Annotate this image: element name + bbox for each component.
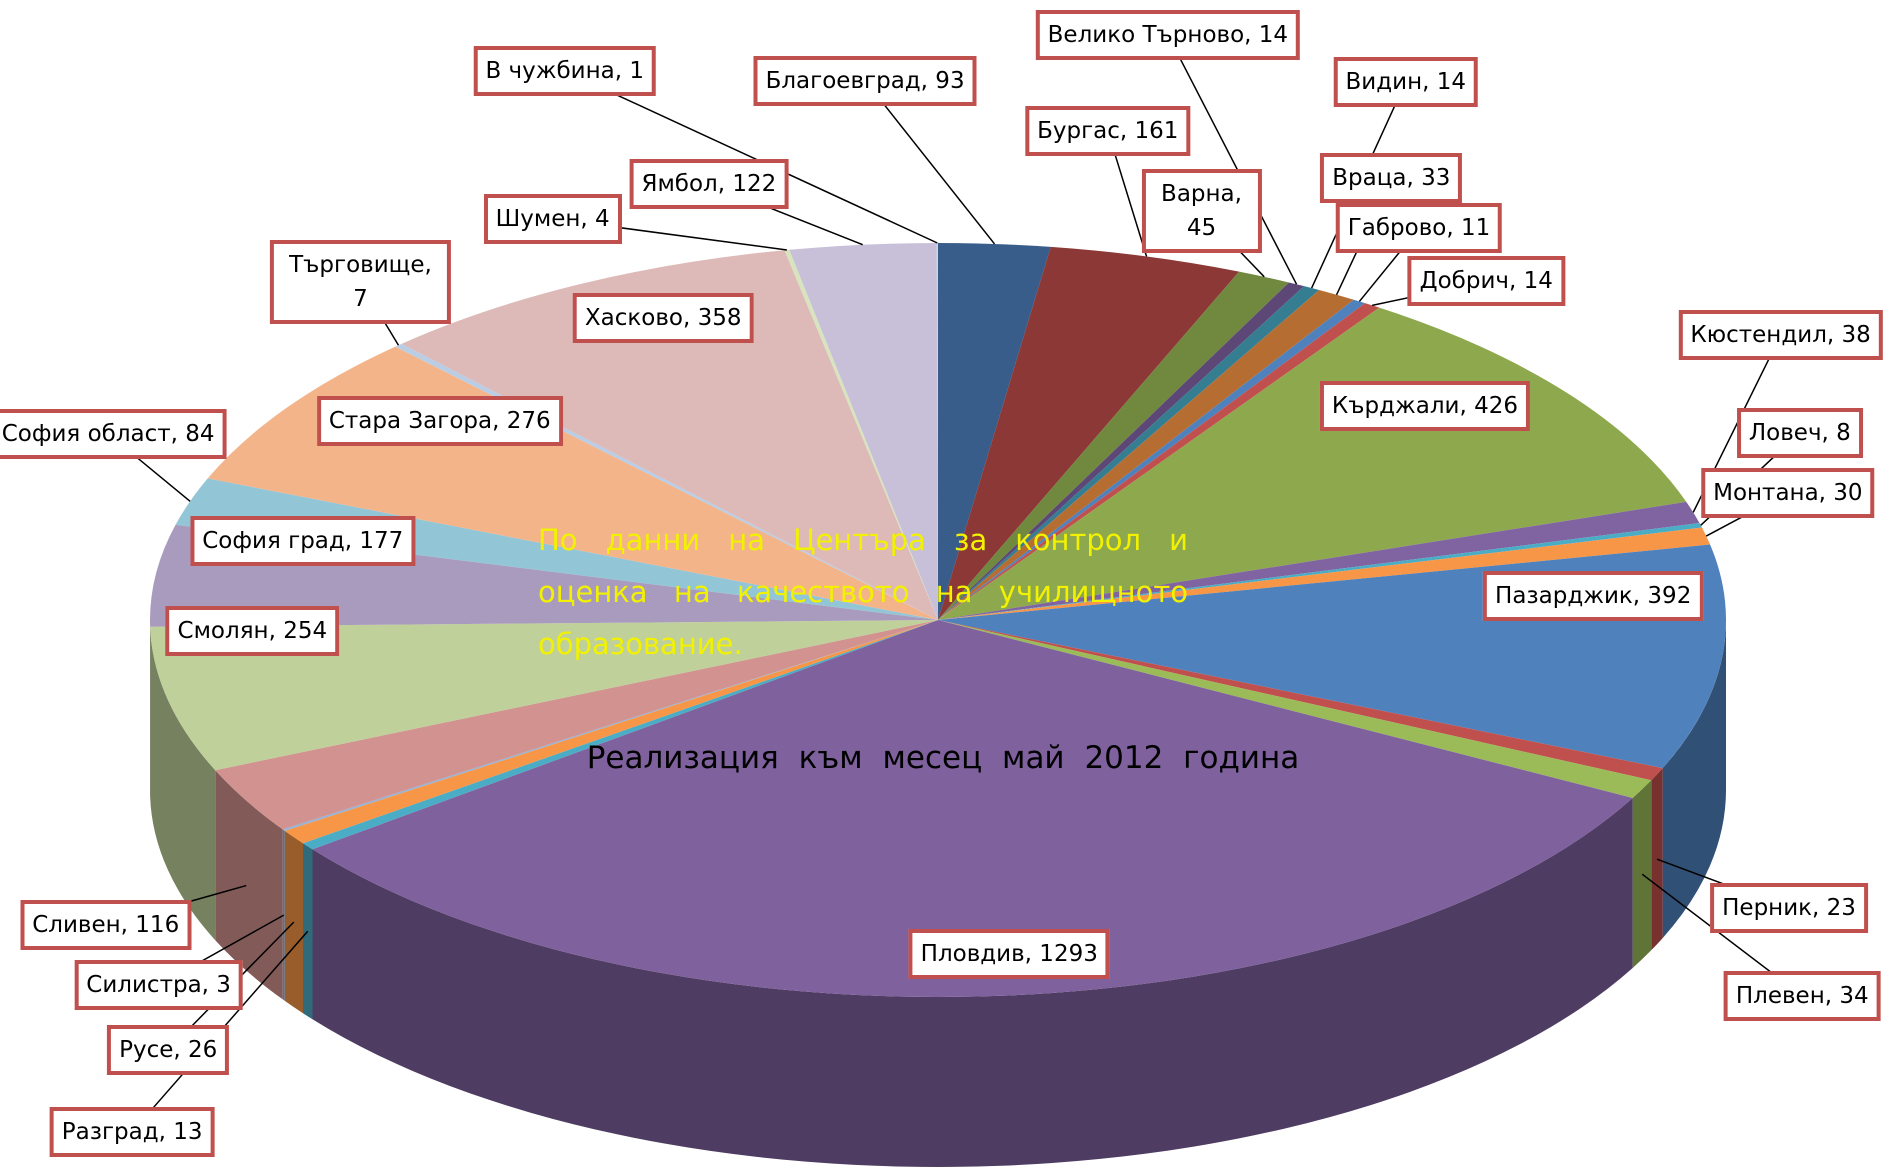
data-label: София област, 84 [0,408,227,459]
data-label: Ловеч, 8 [1736,407,1863,458]
slice-side [150,626,216,941]
slice [938,290,1354,620]
data-label: Перник, 23 [1710,883,1868,934]
slice [784,249,938,620]
slice-side [284,830,304,1014]
slice [150,620,939,771]
source-note: По данни на Центъра за контрол и оценка … [538,523,1188,661]
slice [215,620,938,830]
data-label: Ямбол, 122 [629,158,789,209]
leader-line [1167,34,1298,285]
data-label: Пазарджик, 392 [1483,570,1704,621]
slice [938,271,1289,620]
data-label: Хасково, 358 [572,293,754,344]
data-label: Търговище, 7 [270,240,451,325]
slice-side [215,770,283,1000]
data-label: Монтана, 30 [1701,467,1875,518]
data-label: Шумен, 4 [483,193,622,244]
data-label: Русе, 26 [107,1025,230,1076]
slice [175,478,938,620]
data-label: Сливен, 116 [20,900,192,951]
slice [938,527,1711,620]
slice [938,620,1663,781]
slice [938,620,1652,798]
data-label: Смолян, 254 [165,605,340,656]
data-label: София град, 177 [190,515,416,566]
slice [401,250,939,621]
slice-side [1632,780,1652,968]
slice [938,243,1051,620]
data-label: Бургас, 161 [1025,105,1191,156]
data-label: Плевен, 34 [1723,971,1881,1022]
leader-line [564,70,938,244]
slice [282,620,938,831]
slice [303,620,938,850]
data-label: Стара Загора, 276 [316,395,563,446]
data-label: Пловдив, 1293 [908,928,1110,979]
data-label: Видин, 14 [1333,56,1479,107]
data-label: Благоевград, 93 [753,55,977,106]
slice-side [1651,768,1663,951]
data-label: Добрич, 14 [1407,256,1565,307]
slice-side [1662,620,1726,939]
slice [938,246,1240,620]
slice [789,243,938,621]
slice-side [303,843,313,1020]
data-label: В чужбина, 1 [473,45,656,96]
slice [312,620,1633,997]
data-label: Кърджали, 426 [1319,381,1531,432]
slice [938,303,1380,620]
data-label: Варна, 45 [1141,169,1262,254]
slice [284,620,939,844]
leader-line [864,80,996,245]
slice [938,282,1305,620]
slice [938,501,1700,620]
slice [938,286,1320,620]
slice [938,299,1366,620]
data-label: Силистра, 3 [74,960,243,1011]
chart-caption: Реализация към месец май 2012 година [586,740,1300,776]
data-label: Разград, 13 [49,1106,215,1157]
slice [938,523,1702,620]
slice-side [312,797,1633,1167]
data-label: Кюстендил, 38 [1678,310,1883,361]
data-label: Габрово, 11 [1335,203,1503,254]
data-label: Велико Търново, 14 [1035,9,1301,60]
data-label: Враца, 33 [1320,152,1463,203]
slice [936,243,938,620]
